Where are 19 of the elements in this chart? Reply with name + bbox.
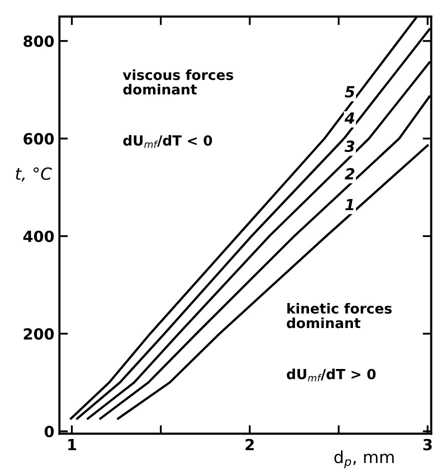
annotation: viscous forces dominant: [122, 69, 234, 95]
y-tick-label: 400: [23, 230, 54, 242]
y-axis-title: t, °C: [16, 167, 52, 182]
x-tick-label: 1: [68, 439, 76, 450]
x-axis-title: d$_{p}$, mm: [334, 450, 394, 468]
y-tick-label: 600: [24, 133, 54, 145]
y-tick-label: 200: [24, 328, 54, 340]
series-label: 2: [344, 168, 354, 180]
x-tick-label: 2: [246, 438, 254, 450]
annotation: dU$_{mf}$/dT > 0: [286, 368, 376, 382]
annotation: kinetic forces dominant: [286, 302, 392, 328]
series-label: 5: [344, 86, 354, 98]
y-tick-label: 0: [44, 426, 54, 438]
series-label: 4: [344, 112, 354, 124]
x-tick-label: 3: [423, 438, 432, 450]
annotation: dU$_{mf}$/dT < 0: [123, 135, 212, 148]
y-tick-label: 800: [24, 35, 54, 48]
series-label: 1: [345, 199, 354, 210]
series-label: 3: [344, 140, 354, 152]
